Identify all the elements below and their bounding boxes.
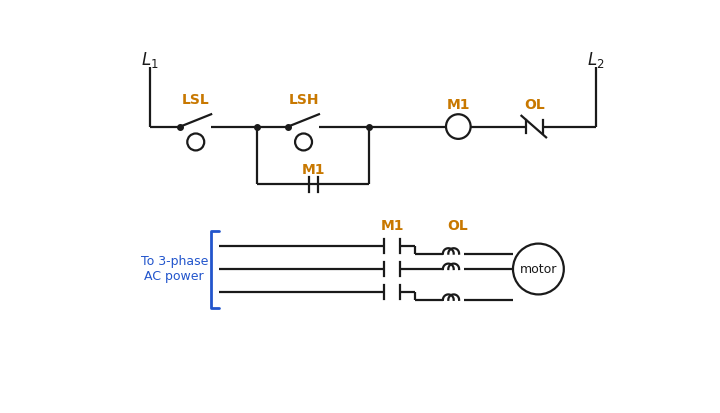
Text: LSL: LSL	[182, 93, 210, 107]
Text: LSH: LSH	[288, 93, 319, 107]
Text: OL: OL	[447, 219, 468, 233]
Text: To 3-phase
AC power: To 3-phase AC power	[140, 255, 208, 283]
Text: motor: motor	[520, 263, 557, 275]
Text: OL: OL	[524, 98, 545, 112]
Text: $L_2$: $L_2$	[588, 50, 605, 70]
Text: M1: M1	[380, 219, 404, 233]
Text: $L_1$: $L_1$	[140, 50, 158, 70]
Text: M1: M1	[302, 164, 325, 178]
Text: M1: M1	[446, 98, 470, 112]
